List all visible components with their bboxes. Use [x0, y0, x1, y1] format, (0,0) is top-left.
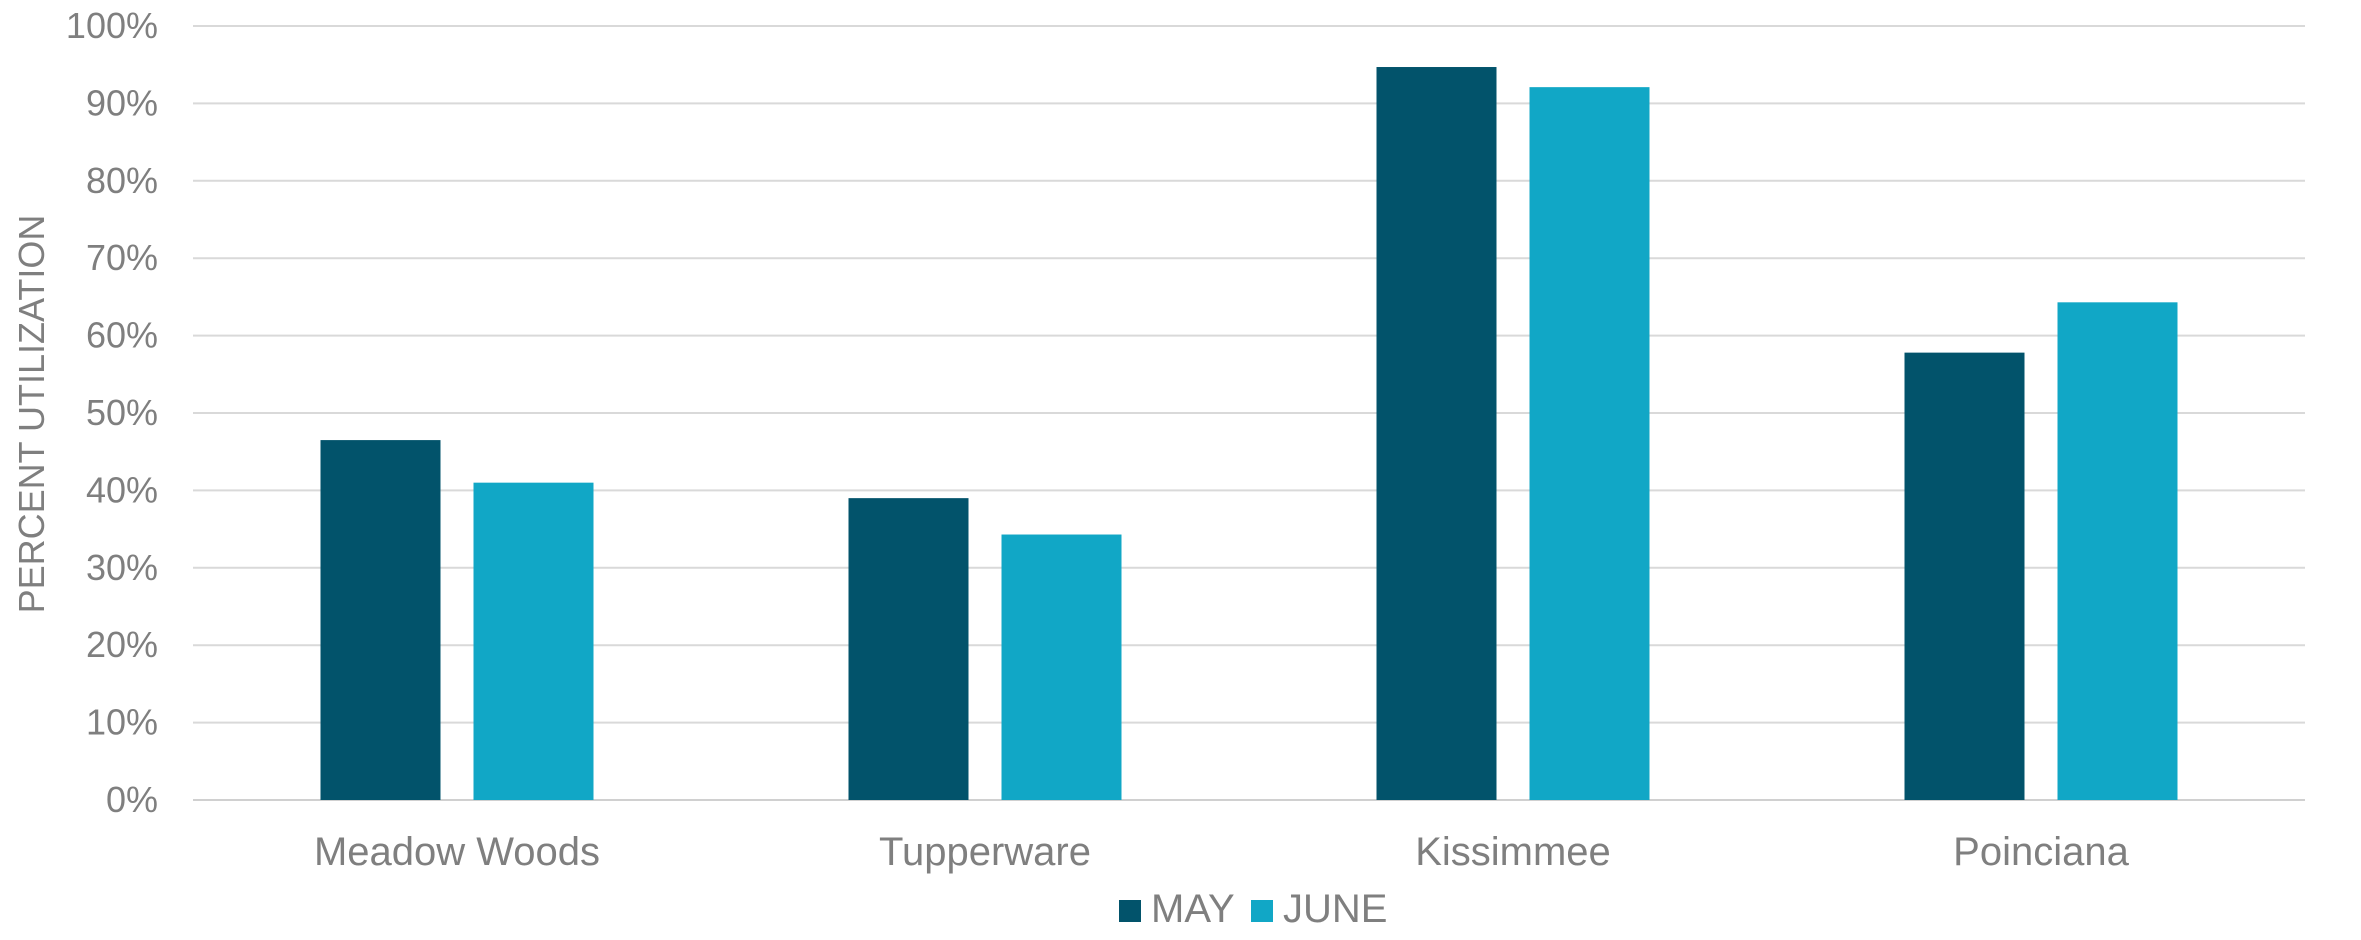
bar-june-tupperware [1001, 534, 1122, 800]
bars [320, 67, 2178, 801]
y-tick-label: 40% [86, 469, 158, 510]
y-tick-label: 20% [86, 624, 158, 665]
y-tick-label: 10% [86, 702, 158, 743]
legend-label-june: JUNE [1283, 887, 1387, 931]
bar-may-tupperware [848, 498, 969, 800]
bar-june-poinciana [2057, 302, 2178, 800]
y-tick-label: 70% [86, 237, 158, 278]
y-tick-label: 30% [86, 547, 158, 588]
x-axis-categories: Meadow Woods Tupperware Kissimmee Poinciana [314, 830, 2130, 874]
y-tick-label: 80% [86, 160, 158, 201]
legend: MAY JUNE [1119, 887, 1387, 931]
y-tick-label: 0% [106, 779, 158, 820]
bar-june-kissimmee [1529, 87, 1650, 801]
y-tick-label: 100% [66, 5, 158, 46]
bar-june-meadow-woods [473, 482, 594, 800]
legend-swatch-june [1251, 900, 1273, 922]
bar-may-meadow-woods [320, 440, 441, 800]
y-axis-title: PERCENT UTILIZATION [11, 215, 52, 614]
x-category-label: Poinciana [1953, 830, 2129, 874]
legend-label-may: MAY [1151, 887, 1235, 931]
y-axis-ticks: 0% 10% 20% 30% 40% 50% 60% 70% 80% 90% 100% [66, 5, 158, 820]
bar-may-kissimmee [1376, 67, 1497, 801]
bar-may-poinciana [1904, 352, 2025, 800]
legend-swatch-may [1119, 900, 1141, 922]
x-category-label: Tupperware [879, 830, 1091, 874]
x-category-label: Meadow Woods [314, 830, 600, 874]
x-category-label: Kissimmee [1415, 830, 1611, 874]
y-tick-label: 60% [86, 315, 158, 356]
y-tick-label: 50% [86, 392, 158, 433]
y-tick-label: 90% [86, 82, 158, 123]
